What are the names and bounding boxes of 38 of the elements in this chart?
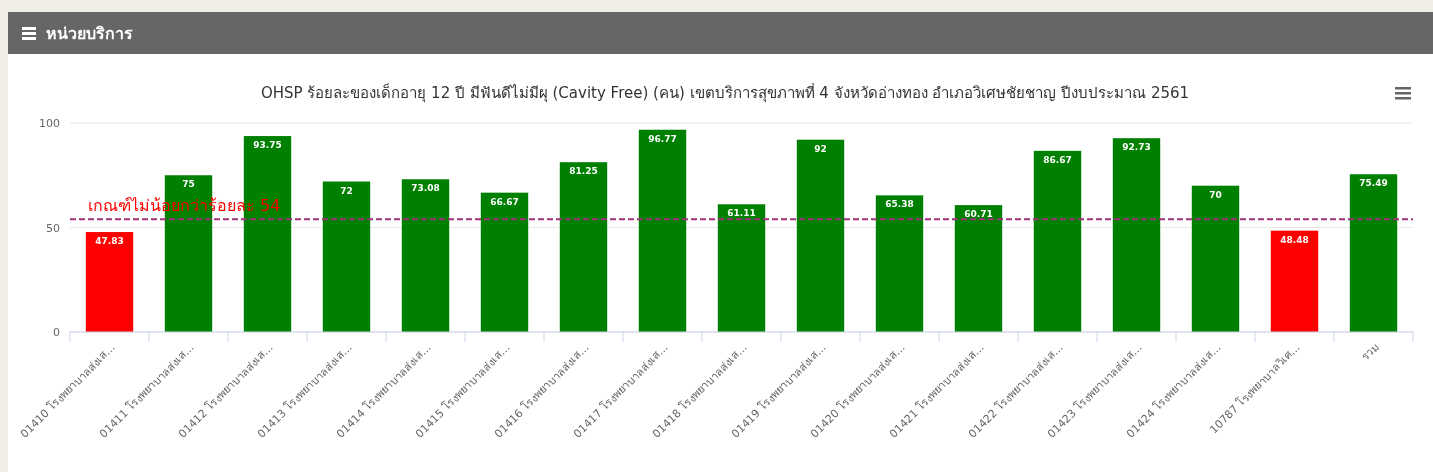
data-label: 61.11 xyxy=(727,208,756,219)
bar xyxy=(1033,150,1082,332)
y-tick-label: 0 xyxy=(53,326,60,339)
bar xyxy=(1270,230,1319,332)
bar xyxy=(1112,138,1161,332)
data-label: 93.75 xyxy=(253,140,282,151)
data-label: 47.83 xyxy=(95,236,124,247)
data-label: 66.67 xyxy=(490,196,519,207)
x-tick-label: รวม xyxy=(1358,340,1382,364)
data-label: 60.71 xyxy=(964,209,993,220)
bar xyxy=(717,204,766,332)
bar xyxy=(638,129,687,332)
bar xyxy=(85,232,134,332)
bar xyxy=(875,195,924,332)
data-label: 70 xyxy=(1209,189,1222,200)
y-tick-label: 50 xyxy=(46,221,60,235)
bar xyxy=(1349,174,1398,332)
chart-title: OHSP ร้อยละของเด็กอายุ 12 ปี มีฟันดีไม่มีผุ (Cavity Free) (คน) เขตบริการสุขภาพที่ 4 จังหวัดอ่างทอง อำเภอวิเศษชัยชาญ ปีงบประมาณ 2561 xyxy=(260,82,1190,103)
bar xyxy=(559,162,608,332)
data-label: 65.38 xyxy=(885,199,914,210)
data-label: 75 xyxy=(182,179,195,190)
data-label: 92.73 xyxy=(1122,142,1151,153)
data-label: 75.49 xyxy=(1359,178,1388,189)
bar xyxy=(401,179,450,332)
y-tick-label: 100 xyxy=(39,117,60,130)
bar xyxy=(1191,185,1240,332)
data-label: 48.48 xyxy=(1280,234,1309,245)
data-label: 92 xyxy=(814,143,827,154)
data-label: 86.67 xyxy=(1043,154,1072,165)
data-label: 73.08 xyxy=(411,183,440,194)
bar xyxy=(480,192,529,332)
data-label: 72 xyxy=(340,185,353,196)
bar xyxy=(954,205,1003,332)
text: หน่วยบริการ xyxy=(46,24,133,43)
bar xyxy=(796,139,845,332)
bar xyxy=(322,181,371,332)
data-label: 81.25 xyxy=(569,166,598,177)
data-label: 96.77 xyxy=(648,133,677,144)
